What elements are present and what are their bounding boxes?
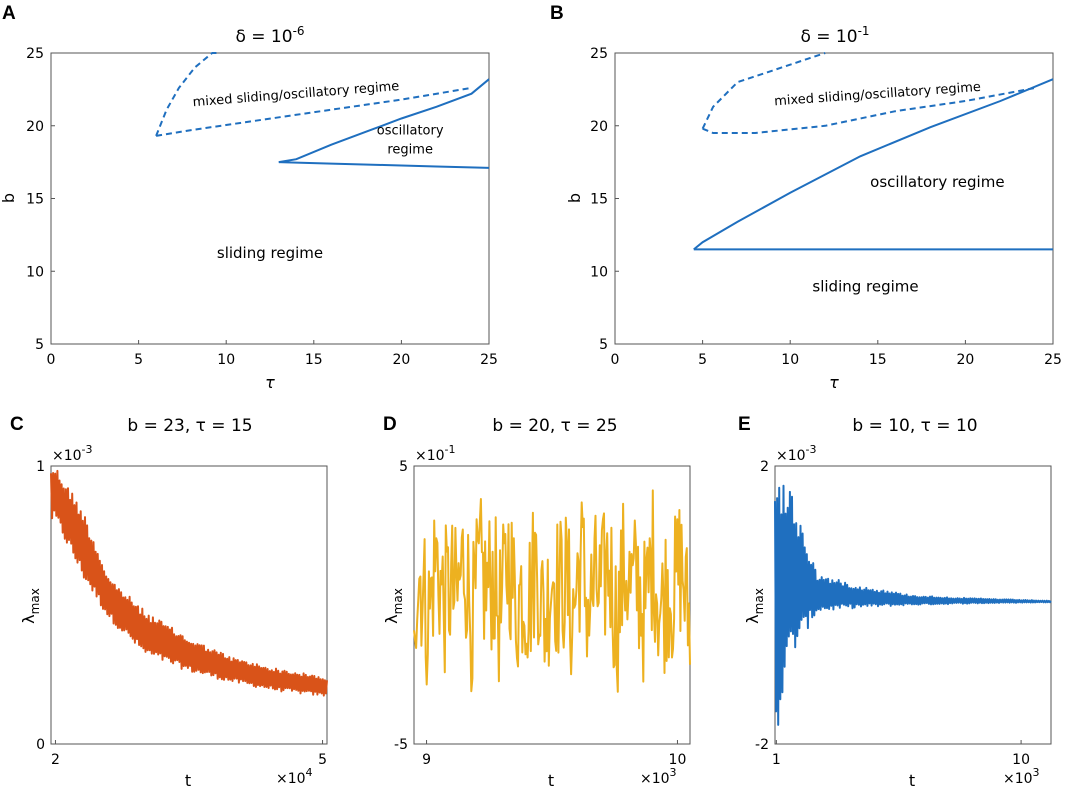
chart-b-ytick-label: 10 — [590, 264, 608, 280]
chart-a-series-line — [278, 161, 490, 169]
chart-e-x-multiplier: ×103 — [1003, 766, 1040, 787]
chart-b-xtick-label: 10 — [781, 352, 799, 368]
chart-b-ytick-label: 20 — [590, 119, 608, 135]
chart-e-ylabel: λmax — [743, 588, 766, 624]
chart-b-ytick-label: 25 — [590, 46, 608, 62]
chart-b-series-line — [693, 78, 1054, 251]
chart-c-xlabel: t — [185, 771, 191, 790]
chart-a-ylabel: b — [0, 193, 18, 203]
chart-b-annotation: oscillatory regime — [870, 173, 1004, 191]
chart-e-ytick-label: 2 — [760, 459, 769, 475]
chart-c-plot-area — [50, 465, 328, 745]
chart-a-ytick-label: 5 — [35, 337, 44, 353]
panel-letter-c: C — [10, 414, 24, 435]
chart-e-xlabel: t — [909, 771, 915, 790]
chart-a-ytick-label: 25 — [26, 46, 44, 62]
chart-b-annotation: mixed sliding/oscillatory regime — [774, 80, 982, 109]
chart-b-annotation: sliding regime — [812, 278, 918, 296]
chart-a-ytick-label: 20 — [26, 119, 44, 135]
chart-e-title: b = 10, τ = 10 — [852, 416, 977, 436]
chart-e-xtick-label: 10 — [1012, 752, 1030, 768]
chart-a-annotation: regime — [387, 142, 433, 157]
chart-d-ylabel: λmax — [382, 588, 405, 624]
chart-e-y-multiplier: ×10-3 — [776, 443, 817, 464]
chart-d-ytick-label: -5 — [394, 737, 408, 753]
chart-d-plot-area — [413, 465, 691, 745]
panel-letter-e: E — [738, 414, 751, 435]
chart-b-xtick-label: 0 — [611, 352, 620, 368]
chart-a-xtick-label: 15 — [305, 352, 323, 368]
chart-a-annotation: oscillatory — [377, 123, 444, 138]
chart-c-xtick-label: 5 — [318, 752, 327, 768]
chart-b-ytick-label: 15 — [590, 192, 608, 208]
chart-a-title: δ = 10-6 — [235, 24, 304, 47]
chart-c-y-multiplier: ×10-3 — [52, 443, 93, 464]
chart-a-annotation: sliding regime — [217, 244, 323, 262]
chart-b-xtick-label: 25 — [1044, 352, 1062, 368]
panel-letter-a: A — [2, 3, 16, 24]
chart-a-xtick-label: 20 — [392, 352, 410, 368]
chart-d-xlabel: t — [548, 771, 554, 790]
chart-b-ylabel: b — [565, 193, 584, 203]
chart-a-ytick-label: 15 — [26, 192, 44, 208]
chart-c-x-multiplier: ×104 — [276, 766, 313, 787]
chart-a-xtick-label: 10 — [217, 352, 235, 368]
chart-a-xtick-label: 0 — [47, 352, 56, 368]
chart-b-series-line — [701, 52, 826, 130]
chart-c-xtick-label: 2 — [51, 752, 60, 768]
chart-a-xtick-label: 5 — [134, 352, 143, 368]
chart-e-series-line — [774, 484, 1052, 726]
chart-a-series-line — [278, 78, 490, 164]
chart-b-title: δ = 10-1 — [800, 24, 869, 47]
panel-letter-b: B — [550, 3, 564, 24]
chart-c-ytick-label: 0 — [36, 737, 45, 753]
chart-d-ytick-label: 5 — [399, 459, 408, 475]
chart-b-xtick-label: 20 — [956, 352, 974, 368]
chart-a-series-line — [155, 52, 218, 137]
panel-letter-d: D — [383, 414, 397, 435]
chart-d-title: b = 20, τ = 25 — [492, 416, 617, 436]
chart-c-ylabel: λmax — [19, 588, 42, 624]
chart-d-y-multiplier: ×10-1 — [415, 443, 456, 464]
chart-b-xtick-label: 5 — [698, 352, 707, 368]
chart-e-ytick-label: -2 — [755, 737, 769, 753]
chart-b-ytick-label: 5 — [599, 337, 608, 353]
chart-e-xtick-label: 1 — [772, 752, 781, 768]
chart-a-annotation: mixed sliding/oscillatory regime — [192, 79, 400, 110]
chart-c-series-line — [50, 469, 328, 697]
chart-a-xtick-label: 25 — [480, 352, 498, 368]
chart-a-ytick-label: 10 — [26, 264, 44, 280]
chart-c-title: b = 23, τ = 15 — [127, 416, 252, 436]
chart-d-xtick-label: 10 — [669, 752, 687, 768]
chart-a-series-line — [155, 86, 472, 137]
chart-c-ytick-label: 1 — [36, 459, 45, 475]
chart-b-xlabel: τ — [829, 373, 839, 392]
chart-b-series-line — [702, 86, 1036, 134]
chart-b-xtick-label: 15 — [869, 352, 887, 368]
chart-d-x-multiplier: ×103 — [640, 766, 677, 787]
chart-a-xlabel: τ — [265, 373, 275, 392]
chart-d-xtick-label: 9 — [422, 752, 431, 768]
chart-d-series-line — [413, 489, 691, 693]
